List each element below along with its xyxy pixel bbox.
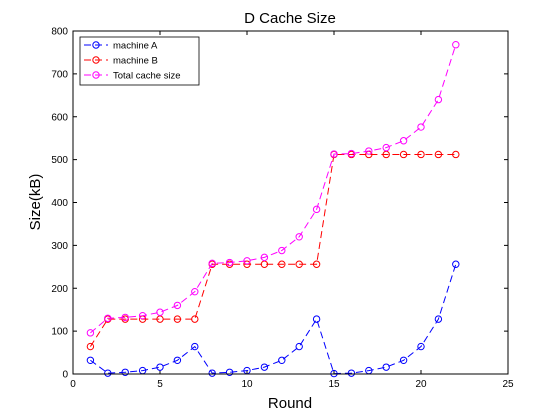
legend-marker [92, 56, 100, 64]
data-point [417, 342, 425, 351]
data-point [434, 315, 443, 323]
data-point [225, 258, 234, 267]
data-point [278, 356, 286, 364]
data-point [260, 253, 269, 262]
data-point [191, 342, 199, 351]
data-point [312, 205, 321, 214]
data-point [104, 369, 112, 377]
legend-label: Total cache size [113, 71, 181, 82]
data-point [138, 311, 147, 320]
data-point [347, 369, 356, 377]
data-point [121, 313, 129, 322]
x-tick-label: 20 [415, 379, 427, 390]
data-point [382, 363, 390, 371]
data-point [243, 260, 251, 268]
data-point [399, 356, 408, 364]
y-tick-label: 500 [51, 155, 68, 166]
data-point [417, 123, 425, 131]
data-point [225, 368, 234, 376]
y-tick-label: 300 [51, 241, 68, 252]
data-point [208, 259, 216, 268]
x-tick-label: 5 [157, 379, 163, 390]
y-tick-label: 600 [51, 112, 68, 123]
data-point [399, 137, 408, 145]
x-tick-label: 25 [502, 379, 514, 390]
legend-marker [92, 41, 100, 49]
data-point [434, 95, 443, 104]
y-tick-label: 400 [51, 198, 68, 209]
data-point [312, 260, 321, 268]
data-point [382, 143, 390, 152]
data-point [156, 308, 164, 316]
data-point [417, 150, 425, 159]
data-point [452, 260, 460, 268]
data-point [86, 342, 95, 351]
legend: machine A machine B Total cache size [79, 36, 200, 86]
x-axis-label: Round [268, 395, 312, 412]
data-point [365, 147, 373, 155]
data-point [243, 257, 251, 265]
data-point [191, 287, 199, 296]
data-point [173, 301, 182, 310]
data-point [173, 356, 182, 364]
data-point [295, 260, 303, 268]
legend-label: machine B [113, 56, 158, 67]
plot-frame [72, 30, 509, 375]
y-tick-label: 800 [51, 27, 68, 38]
data-point [347, 149, 356, 158]
axis-ticks: 0 5 10 15 20 25 0 100 200 300 400 500 600 700 800 [51, 27, 514, 391]
data-point [121, 368, 129, 376]
legend-label: machine A [113, 41, 158, 52]
data-point [260, 363, 269, 371]
data-point [399, 150, 408, 159]
x-tick-label: 0 [70, 379, 76, 390]
data-point [173, 315, 182, 323]
legend-marker [92, 71, 100, 79]
data-point [208, 369, 216, 377]
series-layer [86, 41, 460, 378]
data-point [452, 150, 460, 159]
data-point [278, 260, 286, 268]
series-line-1 [89, 153, 456, 347]
data-point [295, 233, 303, 241]
data-point [191, 315, 199, 323]
x-tick-label: 15 [328, 379, 340, 390]
data-point [86, 356, 95, 364]
y-tick-label: 100 [51, 327, 68, 338]
data-point [330, 150, 338, 158]
data-point [452, 41, 460, 49]
data-point [104, 314, 112, 322]
x-tick-label: 10 [241, 379, 253, 390]
data-point [86, 329, 95, 337]
data-point [295, 342, 303, 351]
data-point [312, 315, 321, 323]
series-line-2 [90, 44, 457, 334]
y-tick-label: 700 [51, 69, 68, 80]
y-tick-label: 200 [51, 284, 68, 295]
data-point [434, 150, 443, 159]
data-point [156, 363, 164, 371]
data-point [278, 246, 286, 255]
y-axis-label: Size(kB) [27, 174, 44, 231]
chart-title: D Cache Size [244, 10, 336, 27]
y-tick-label: 0 [62, 370, 68, 381]
